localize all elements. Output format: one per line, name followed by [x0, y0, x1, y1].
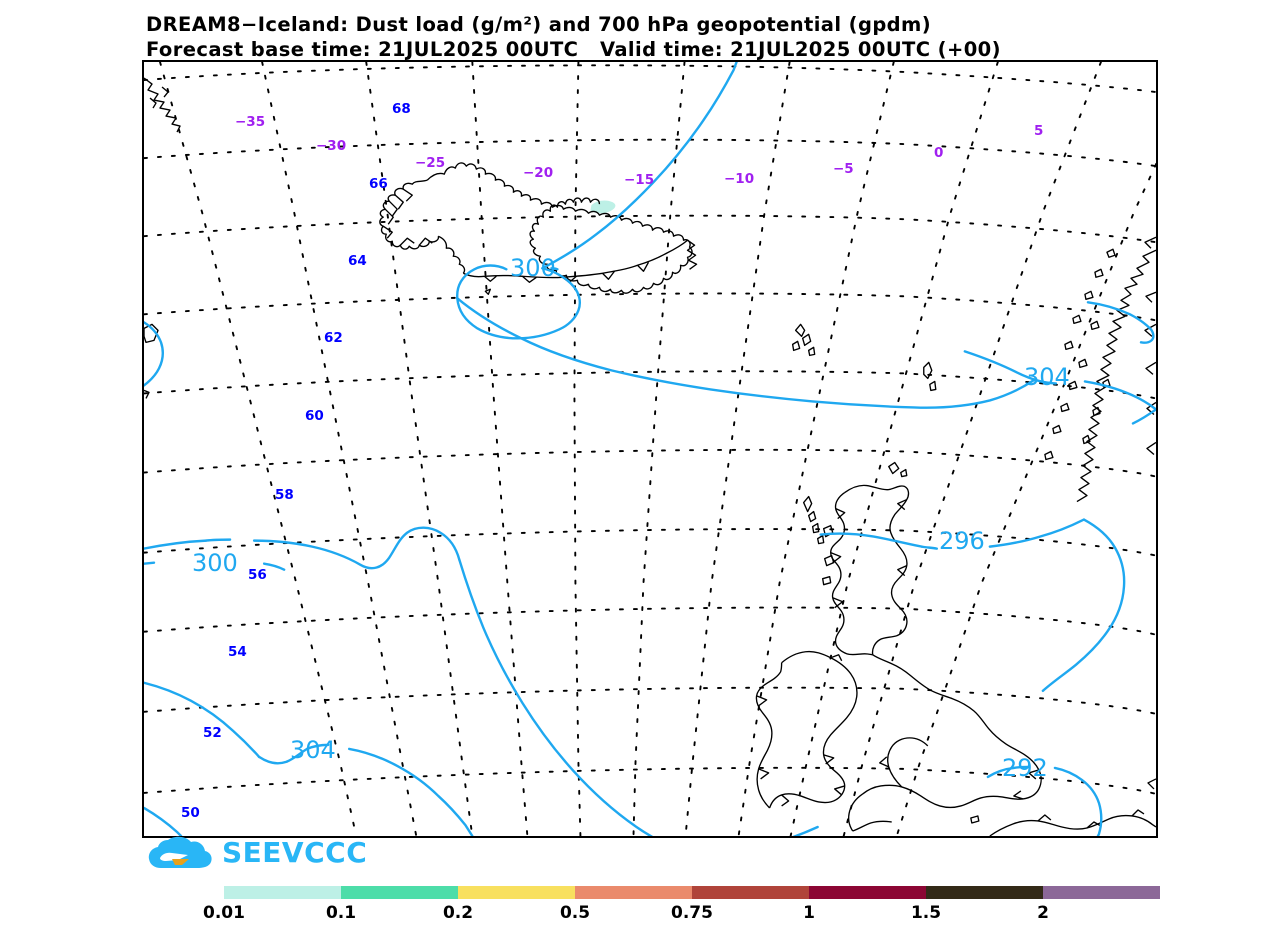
- colorbar: 0.01 0.1 0.2 0.5 0.75 1 1.5 2: [203, 886, 1160, 923]
- colorbar-segment-1: [341, 886, 458, 899]
- chart-title-block: DREAM8−Iceland: Dust load (g/m²) and 700…: [146, 12, 1276, 62]
- lon-label: 0: [934, 145, 944, 161]
- colorbar-segment-5: [809, 886, 926, 899]
- seevccc-logo: SEEVCCC: [148, 833, 367, 871]
- lon-label: −35: [235, 114, 266, 130]
- coastlines: [144, 77, 1156, 836]
- colorbar-tick: 2: [1037, 903, 1049, 923]
- lon-label: −20: [523, 165, 554, 181]
- lat-label: 66: [369, 176, 388, 192]
- cloud-icon: [148, 836, 212, 868]
- colorbar-segment-3: [575, 886, 692, 899]
- lat-label: 58: [275, 487, 294, 503]
- lon-label: −25: [415, 155, 446, 171]
- lat-label: 50: [181, 805, 200, 821]
- lon-label: 5: [1034, 123, 1044, 139]
- title-line-1: DREAM8−Iceland: Dust load (g/m²) and 700…: [146, 13, 932, 36]
- contour-label: 304: [290, 736, 336, 764]
- colorbar-tick: 0.01: [203, 903, 245, 923]
- contour-label: 304: [1024, 363, 1070, 391]
- lat-label: 60: [305, 408, 324, 424]
- lat-label: 64: [348, 253, 367, 269]
- contour-label: 296: [939, 527, 985, 555]
- lon-label: −5: [833, 161, 854, 177]
- map-graphics: [144, 62, 1156, 836]
- lat-label: 68: [392, 101, 411, 117]
- title-line-2: Forecast base time: 21JUL2025 00UTC Vali…: [146, 38, 1001, 61]
- colorbar-segment-0: [224, 886, 341, 899]
- colorbar-tick: 1.5: [910, 903, 942, 923]
- colorbar-tick: 1: [803, 903, 815, 923]
- graticule-meridians: [159, 62, 1156, 836]
- geopotential-contours: [144, 62, 1156, 836]
- colorbar-tick: 0.1: [325, 903, 357, 923]
- lat-label: 54: [228, 644, 247, 660]
- arrow-right-icon: [172, 859, 189, 865]
- colorbar-segment-6: [926, 886, 1043, 899]
- colorbar-tick: 0.5: [559, 903, 591, 923]
- colorbar-tick: 0.75: [671, 903, 713, 923]
- lat-label: 56: [248, 567, 267, 583]
- colorbar-segment-4: [692, 886, 809, 899]
- logo-text: SEEVCCC: [222, 835, 368, 869]
- lon-label: −10: [724, 171, 755, 187]
- lon-label: −30: [316, 138, 347, 154]
- graticule-parallels: [144, 64, 1156, 795]
- map-panel: −35 −30 −25 −20 −15 −10 −5 0 5 68 66 64 …: [142, 60, 1158, 838]
- colorbar-segment-2: [458, 886, 575, 899]
- dust-load-field: [590, 200, 616, 214]
- colorbar-strip: [224, 886, 1160, 899]
- lat-label: 62: [324, 330, 343, 346]
- contour-label: 292: [1002, 754, 1048, 782]
- colorbar-tick-labels: 0.01 0.1 0.2 0.5 0.75 1 1.5 2: [203, 903, 1160, 923]
- lat-label: 52: [203, 725, 222, 741]
- colorbar-tick: 0.2: [442, 903, 474, 923]
- contour-label: 300: [510, 254, 556, 282]
- contour-label: 300: [192, 549, 238, 577]
- lon-label: −15: [624, 172, 655, 188]
- colorbar-segment-7: [1043, 886, 1160, 899]
